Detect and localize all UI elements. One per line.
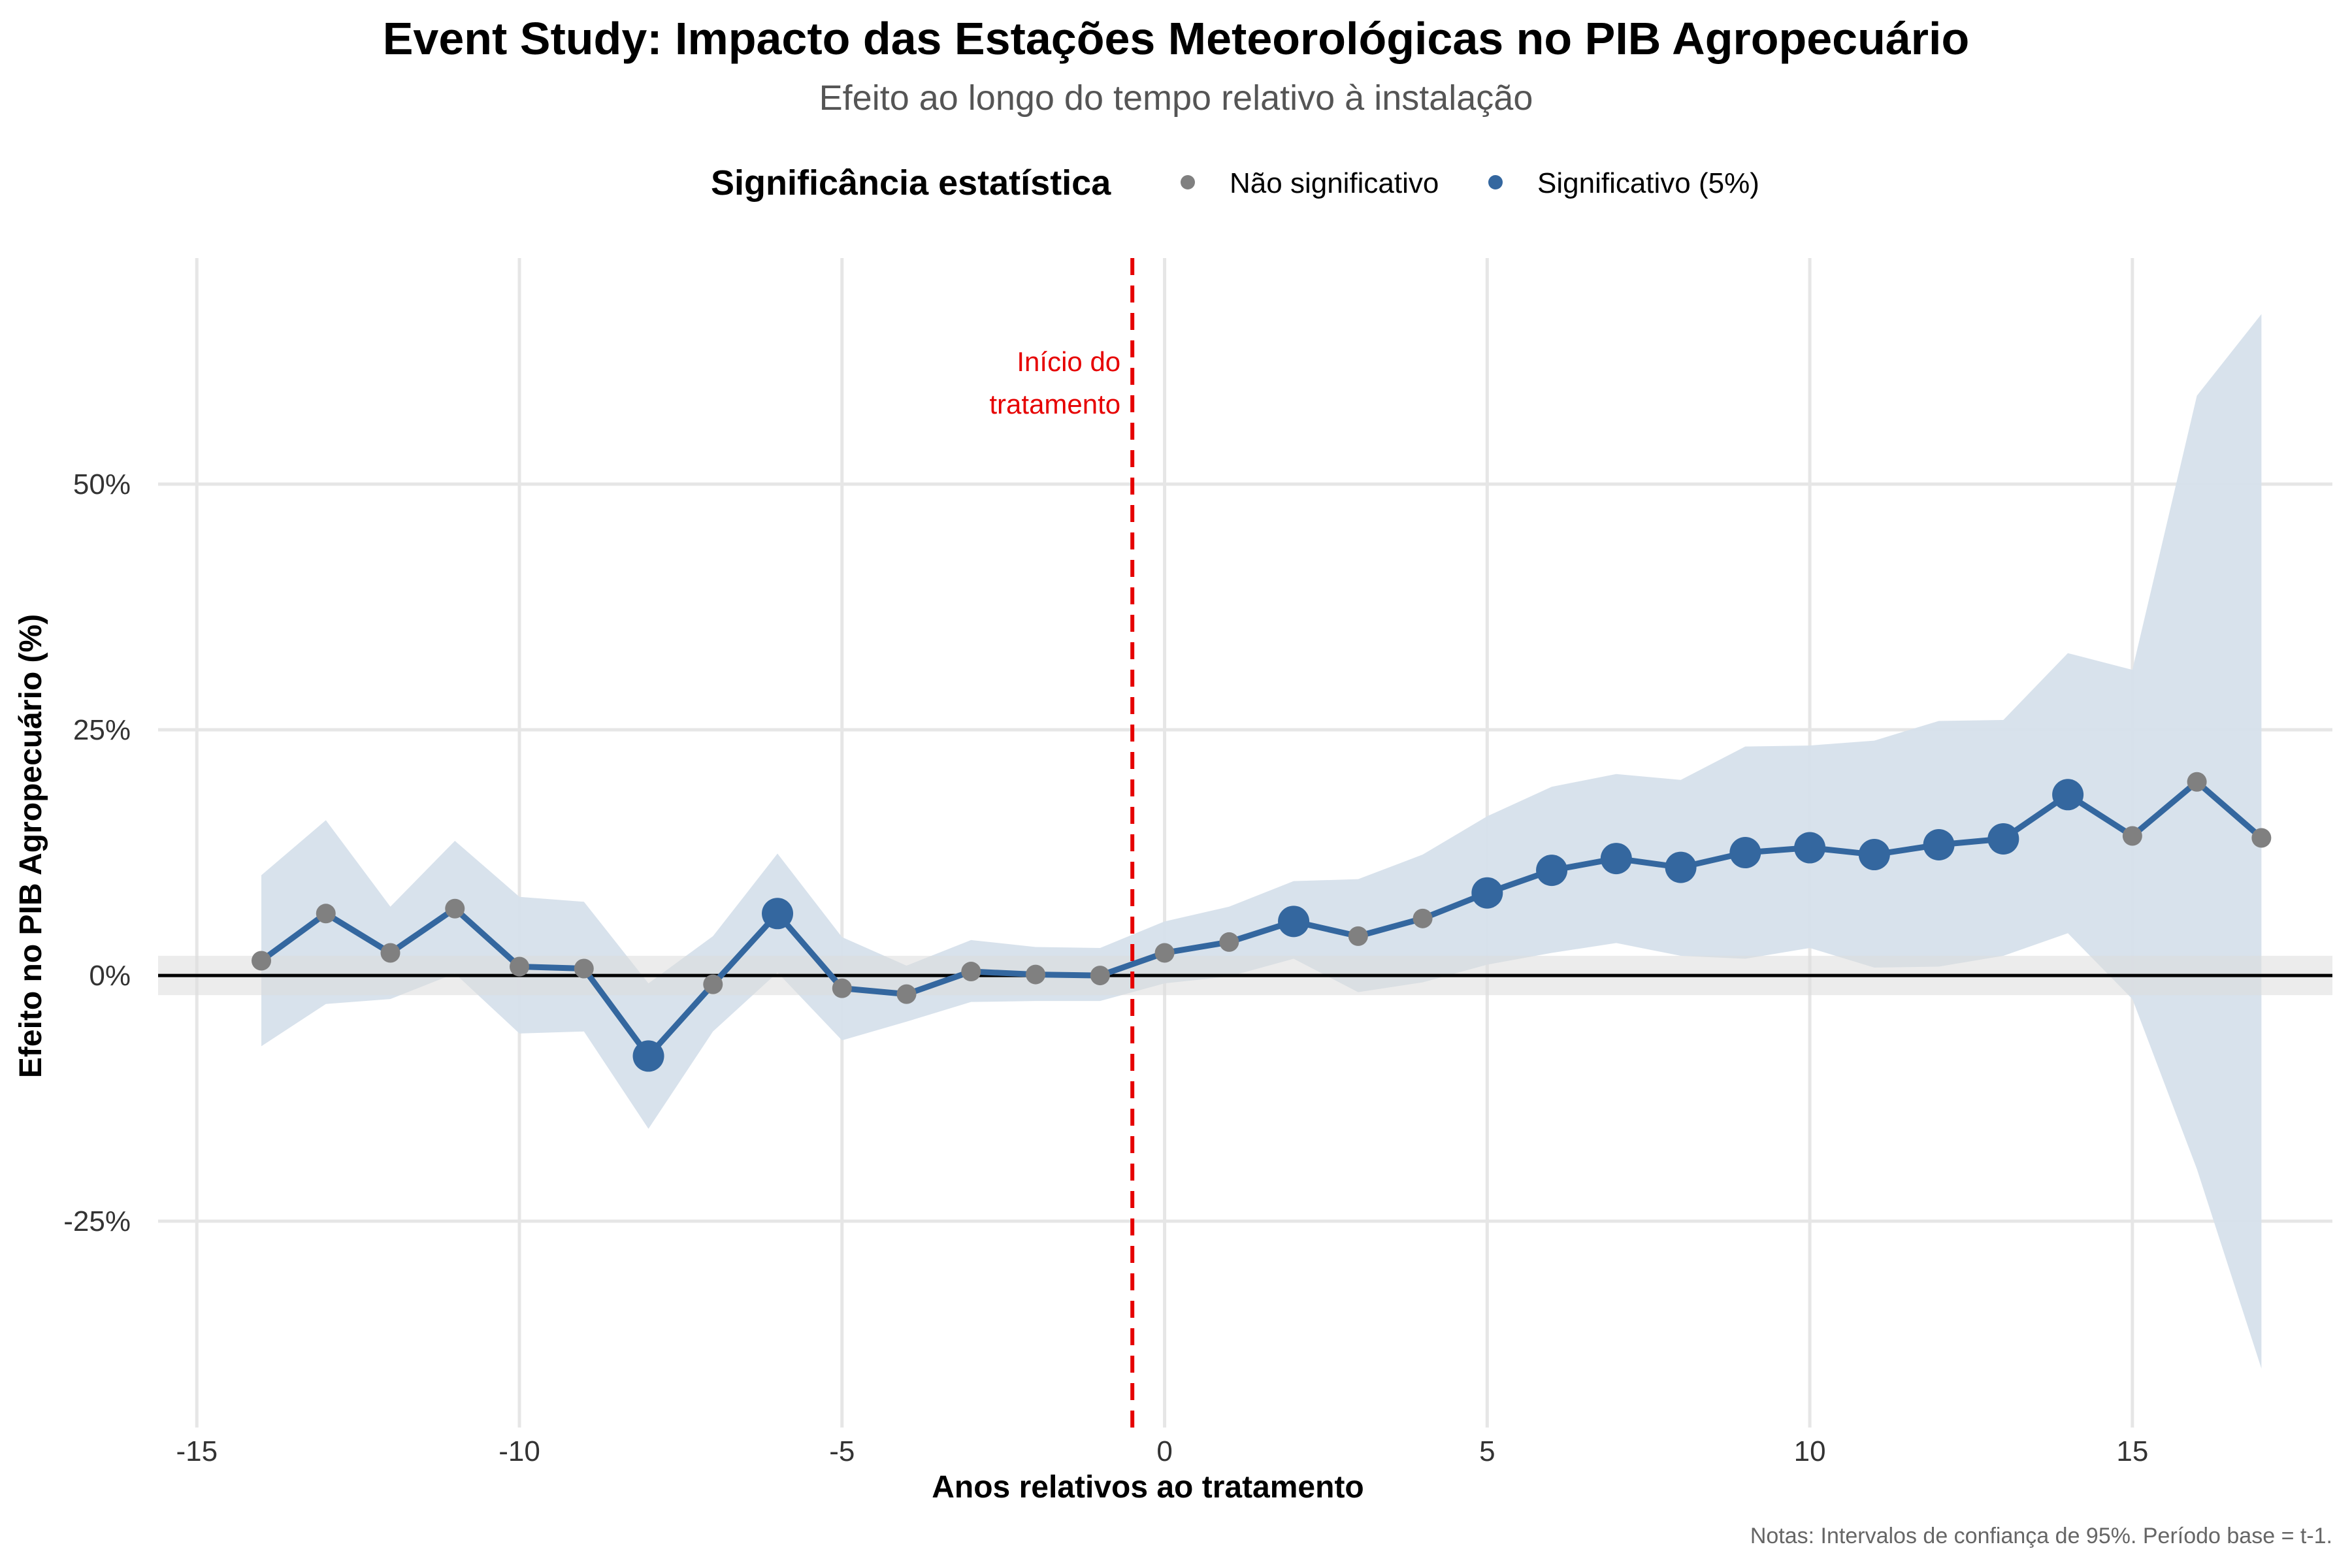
treatment-label: tratamento xyxy=(989,389,1120,419)
x-tick-label: -15 xyxy=(176,1435,218,1467)
point-significant xyxy=(1923,829,1955,861)
point-not-significant xyxy=(2187,772,2207,792)
chart-caption: Notas: Intervalos de confiança de 95%. P… xyxy=(1750,1524,2332,1548)
point-significant xyxy=(1536,855,1568,887)
x-axis-title: Anos relativos ao tratamento xyxy=(932,1470,1364,1505)
treatment-marker: Início do tratamento xyxy=(989,258,1135,1428)
point-significant xyxy=(1600,843,1632,875)
point-significant xyxy=(632,1040,664,1072)
confidence-interval-ribbon xyxy=(261,314,2262,1369)
estimate-points xyxy=(252,772,2272,1072)
point-not-significant xyxy=(445,898,465,919)
legend-title: Significância estatística xyxy=(711,163,1111,203)
point-significant xyxy=(1278,906,1310,938)
point-significant xyxy=(1665,851,1697,883)
point-not-significant xyxy=(316,904,336,924)
x-tick-label: -10 xyxy=(498,1435,540,1467)
point-significant xyxy=(1471,877,1503,909)
x-tick-label: 0 xyxy=(1156,1435,1172,1467)
point-not-significant xyxy=(1154,943,1175,963)
point-not-significant xyxy=(961,962,981,982)
point-significant xyxy=(2052,779,2084,811)
y-tick-label: 0% xyxy=(89,960,131,992)
legend-label-nao-significativo: Não significativo xyxy=(1230,167,1439,199)
chart-title: Event Study: Impacto das Estações Meteor… xyxy=(383,13,1970,64)
y-tick-label: 50% xyxy=(73,468,131,500)
x-tick-label: 15 xyxy=(2116,1435,2148,1467)
y-tick-label: -25% xyxy=(63,1205,131,1237)
treatment-label: Início do xyxy=(1017,346,1120,377)
point-not-significant xyxy=(1090,966,1110,986)
point-not-significant xyxy=(703,974,723,994)
point-significant xyxy=(1729,837,1761,869)
legend: Significância estatística Não significat… xyxy=(711,163,1759,203)
point-not-significant xyxy=(1219,932,1239,952)
point-not-significant xyxy=(2122,826,2142,846)
chart-subtitle: Efeito ao longo do tempo relativo à inst… xyxy=(819,78,1533,118)
tick-labels: -15 -10 -5 0 5 10 15 -25% 0% 25% 50% xyxy=(63,468,2148,1467)
point-not-significant xyxy=(832,978,852,998)
point-not-significant xyxy=(574,958,594,979)
point-significant xyxy=(1987,823,2019,855)
zero-line xyxy=(158,955,2332,996)
point-not-significant xyxy=(1413,908,1433,928)
point-not-significant xyxy=(510,956,530,977)
point-significant xyxy=(1794,832,1826,864)
point-not-significant xyxy=(2251,828,2272,848)
x-tick-label: 5 xyxy=(1479,1435,1495,1467)
point-not-significant xyxy=(252,951,272,971)
y-axis-title: Efeito no PIB Agropecuário (%) xyxy=(14,614,48,1078)
point-significant xyxy=(762,898,794,930)
point-not-significant xyxy=(1026,964,1046,985)
x-tick-label: 10 xyxy=(1794,1435,1826,1467)
legend-marker-significativo xyxy=(1488,175,1503,189)
legend-label-significativo: Significativo (5%) xyxy=(1537,167,1759,199)
point-not-significant xyxy=(380,943,400,963)
x-tick-label: -5 xyxy=(829,1435,855,1467)
legend-marker-nao-significativo xyxy=(1181,175,1195,189)
point-significant xyxy=(1858,839,1890,871)
y-tick-label: 25% xyxy=(73,714,131,746)
point-not-significant xyxy=(1348,926,1368,946)
confidence-band xyxy=(261,314,2262,1369)
point-not-significant xyxy=(896,984,917,1004)
